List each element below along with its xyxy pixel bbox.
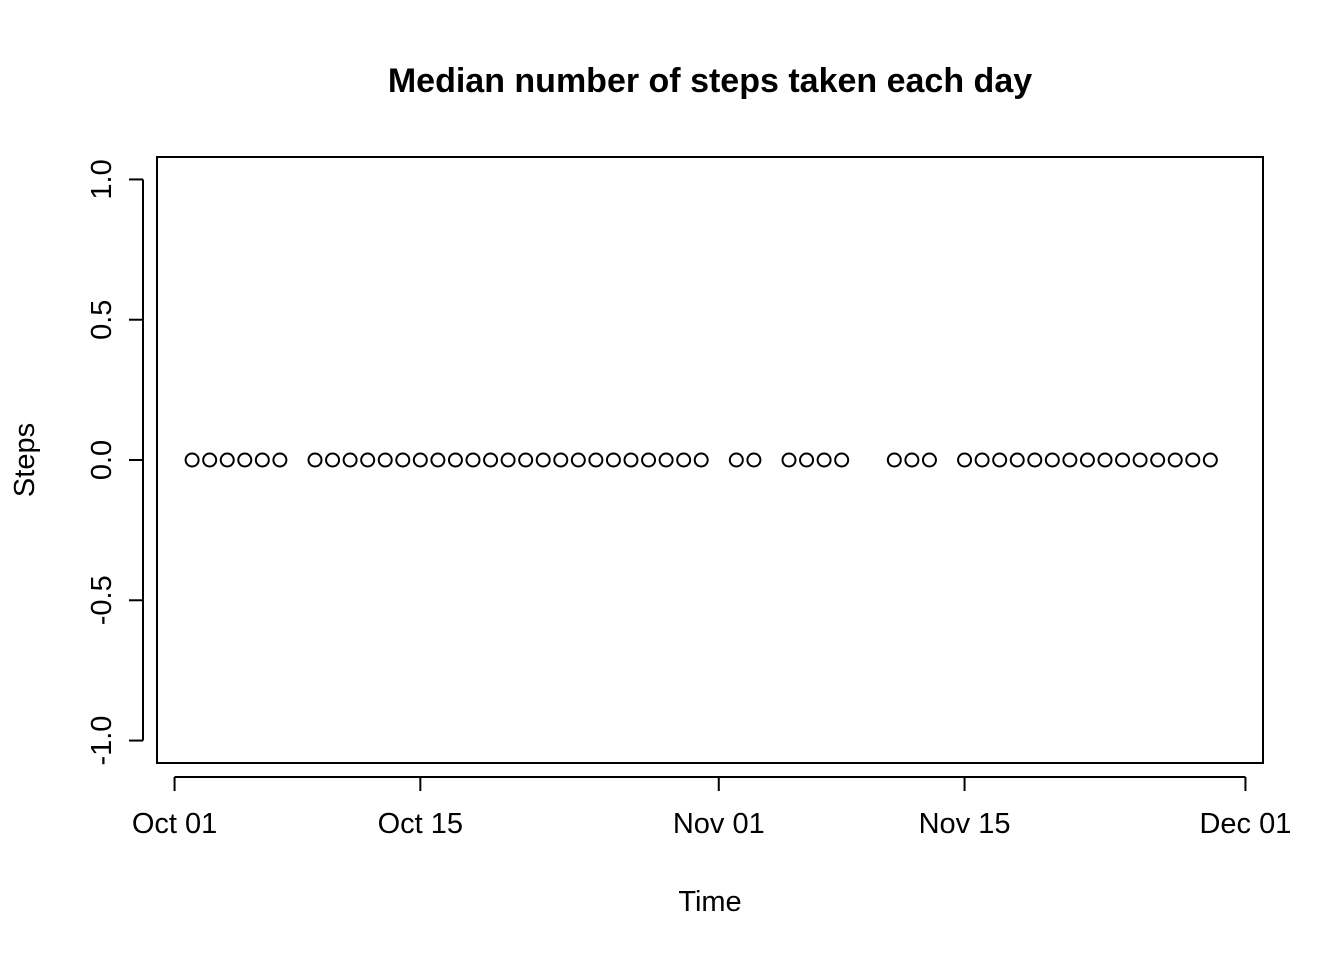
data-point (904, 452, 920, 468)
y-tick-label: 0.0 (86, 440, 118, 480)
data-point (1185, 452, 1201, 468)
x-tick-label: Nov 15 (919, 808, 1011, 840)
data-point (535, 452, 551, 468)
plot-area-border (156, 156, 1264, 764)
data-point (693, 452, 709, 468)
data-point (1044, 452, 1060, 468)
y-tick-label: 0.5 (86, 300, 118, 340)
data-point (1062, 452, 1078, 468)
data-point (1009, 452, 1025, 468)
data-point (237, 452, 253, 468)
data-points (184, 452, 1218, 468)
data-point (816, 452, 832, 468)
data-point (202, 452, 218, 468)
chart-title: Median number of steps taken each day (388, 62, 1032, 100)
data-point (588, 452, 604, 468)
data-point (272, 452, 288, 468)
y-tick-label: 1.0 (86, 159, 118, 199)
y-tick-label: -1.0 (86, 716, 118, 766)
data-point (728, 452, 744, 468)
data-point (1097, 452, 1113, 468)
data-point (746, 452, 762, 468)
data-point (325, 452, 341, 468)
data-point (360, 452, 376, 468)
data-point (430, 452, 446, 468)
data-point (886, 452, 902, 468)
data-point (465, 452, 481, 468)
data-point (641, 452, 657, 468)
data-point (570, 452, 586, 468)
data-point (395, 452, 411, 468)
data-point (219, 452, 235, 468)
data-point (447, 452, 463, 468)
data-point (1150, 452, 1166, 468)
y-axis-label: Steps (9, 423, 41, 497)
data-point (518, 452, 534, 468)
data-point (1115, 452, 1131, 468)
data-point (605, 452, 621, 468)
data-point (500, 452, 516, 468)
data-point (834, 452, 850, 468)
data-point (658, 452, 674, 468)
data-point (799, 452, 815, 468)
data-point (781, 452, 797, 468)
data-point (377, 452, 393, 468)
data-point (1167, 452, 1183, 468)
x-tick-label: Oct 01 (132, 808, 217, 840)
y-tick-label: -0.5 (86, 575, 118, 625)
data-point (553, 452, 569, 468)
data-point (412, 452, 428, 468)
x-tick-label: Dec 01 (1199, 808, 1291, 840)
data-point (342, 452, 358, 468)
x-tick-label: Nov 01 (673, 808, 765, 840)
data-point (957, 452, 973, 468)
data-point (483, 452, 499, 468)
x-tick-label: Oct 15 (378, 808, 463, 840)
data-point (992, 452, 1008, 468)
x-axis: Oct 01 Oct 15 Nov 01 Nov 15 Dec 01 (132, 776, 1291, 840)
data-point (921, 452, 937, 468)
x-axis-label: Time (678, 886, 741, 918)
data-point (184, 452, 200, 468)
data-point (676, 452, 692, 468)
data-point (1079, 452, 1095, 468)
data-point (1132, 452, 1148, 468)
data-point (623, 452, 639, 468)
data-point (307, 452, 323, 468)
data-point (974, 452, 990, 468)
data-point (1027, 452, 1043, 468)
y-axis: -1.0 -0.5 0.0 0.5 1.0 (86, 159, 144, 766)
data-point (1202, 452, 1218, 468)
data-point (254, 452, 270, 468)
